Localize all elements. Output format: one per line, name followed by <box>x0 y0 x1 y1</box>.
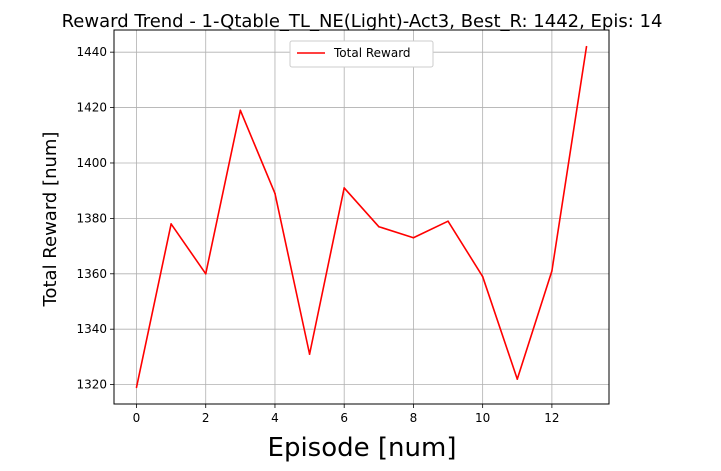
y-tick-label: 1440 <box>76 45 107 59</box>
x-tick-label: 0 <box>133 411 141 425</box>
y-tick-label: 1420 <box>76 101 107 115</box>
data-point <box>481 275 484 278</box>
chart-title: Reward Trend - 1-Qtable_TL_NE(Light)-Act… <box>62 11 663 32</box>
series-line-total-reward <box>135 46 588 388</box>
x-tick-label: 10 <box>475 411 490 425</box>
grid-lines <box>114 30 609 404</box>
y-tick-label: 1360 <box>76 267 107 281</box>
data-point <box>274 192 276 195</box>
data-point <box>204 272 207 275</box>
axis-ticks: 0 2 4 6 8 10 12 1320 1340 1360 1380 1400 1420 1440 <box>76 45 559 425</box>
y-tick-label: 1320 <box>76 378 107 392</box>
plot-frame <box>113 29 610 405</box>
x-axis-label: Episode [num] <box>268 433 457 463</box>
x-tick-label: 4 <box>271 411 279 425</box>
data-point <box>585 45 588 48</box>
data-point <box>170 223 172 225</box>
x-tick-label: 12 <box>544 411 559 425</box>
legend-box <box>289 40 434 68</box>
data-point <box>308 353 311 355</box>
data-point <box>135 386 138 389</box>
y-axis-label: Total Reward [num] <box>40 132 61 308</box>
data-point <box>516 378 519 380</box>
x-tick-label: 6 <box>340 411 348 425</box>
y-tick-label: 1400 <box>76 156 107 170</box>
y-tick-label: 1340 <box>76 322 107 336</box>
data-point <box>239 109 242 112</box>
x-tick-label: 8 <box>410 411 418 425</box>
legend-label: Total Reward <box>333 46 411 60</box>
data-point <box>412 236 415 239</box>
series-layer <box>135 45 588 389</box>
x-tick-label: 2 <box>202 411 210 425</box>
y-tick-label: 1380 <box>76 211 107 225</box>
data-point <box>551 270 553 272</box>
legend: Total Reward <box>289 40 434 68</box>
data-point <box>378 225 380 228</box>
data-point <box>343 187 345 189</box>
data-point <box>447 220 449 222</box>
